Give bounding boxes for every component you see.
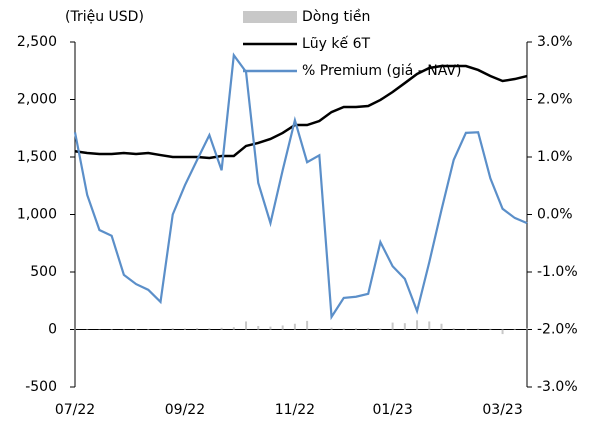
y-tick-label: 1,000 [17, 207, 57, 223]
y-axis-label: (Triệu USD) [65, 9, 144, 25]
y2-tick-label: -3.0% [537, 379, 578, 395]
y-tick-label: 2,000 [17, 92, 57, 108]
bar [489, 328, 492, 330]
bar [416, 320, 419, 330]
y-tick-label: 500 [30, 264, 57, 280]
y-tick-label: 2,500 [17, 34, 57, 50]
bar [391, 322, 394, 330]
bar [281, 325, 284, 330]
line [73, 52, 528, 321]
legend-swatch [243, 11, 297, 23]
bar [208, 328, 211, 330]
bar [232, 327, 235, 330]
bar [306, 320, 309, 330]
bar [245, 321, 248, 330]
bar [74, 328, 76, 330]
bar [220, 327, 223, 330]
x-tick-label: 11/22 [275, 402, 315, 418]
legend-label: Lũy kế 6T [302, 35, 370, 52]
bar [183, 328, 186, 330]
x-tick-label: 03/23 [482, 402, 522, 418]
x-tick-label: 01/23 [372, 402, 412, 418]
y2-tick-label: 3.0% [537, 34, 573, 50]
bar [342, 328, 345, 330]
bar [257, 326, 260, 330]
bar [135, 328, 138, 330]
bar [171, 328, 174, 330]
bar [330, 327, 333, 330]
bar [318, 328, 321, 330]
bar [196, 328, 199, 330]
bar [513, 328, 516, 330]
bar [501, 329, 504, 335]
bar [367, 328, 370, 330]
line [74, 64, 528, 160]
y2-tick-label: 0.0% [537, 207, 573, 223]
bar [526, 328, 528, 330]
bar [464, 328, 467, 330]
bar [379, 328, 382, 330]
bar [159, 328, 162, 330]
bar [403, 323, 406, 330]
x-tick-label: 09/22 [165, 402, 205, 418]
y-tick-label: -500 [25, 379, 57, 395]
y2-tick-label: -2.0% [537, 322, 578, 338]
bar [354, 328, 357, 330]
bar [269, 326, 272, 330]
bar [440, 323, 443, 330]
y-tick-label: 1,500 [17, 149, 57, 165]
y2-tick-label: 1.0% [537, 149, 573, 165]
y2-tick-label: 2.0% [537, 92, 573, 108]
y-tick-label: 0 [48, 322, 57, 338]
bar [477, 328, 480, 330]
bar [452, 328, 455, 330]
bar [428, 321, 431, 330]
y2-tick-label: -1.0% [537, 264, 578, 280]
bar [293, 323, 296, 330]
legend-label: % Premium (giá - NAV) [302, 63, 461, 79]
legend-label: Dòng tiền [302, 8, 370, 25]
x-tick-label: 07/22 [55, 402, 95, 418]
